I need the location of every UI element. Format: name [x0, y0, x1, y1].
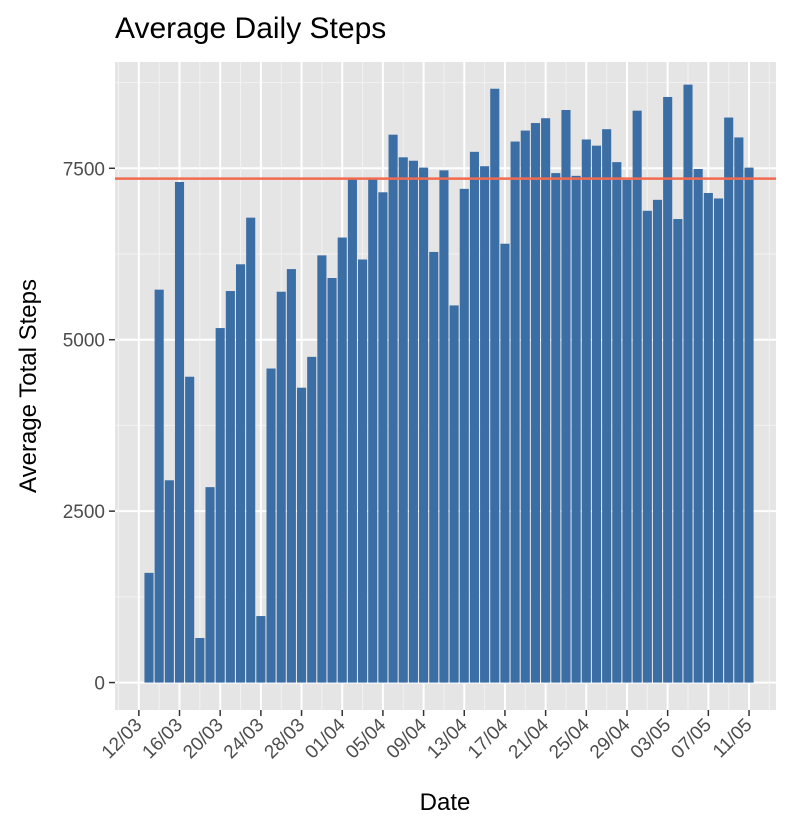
- bar: [724, 117, 734, 683]
- x-axis: 12/0316/0320/0324/0328/0301/0405/0409/04…: [98, 710, 757, 763]
- y-tick-label: 5000: [63, 331, 105, 352]
- x-tick-label: 12/03: [98, 715, 146, 763]
- x-tick-label: 09/04: [383, 714, 432, 763]
- bar: [215, 328, 225, 683]
- bar: [734, 137, 744, 683]
- bar: [358, 259, 368, 683]
- bar: [408, 160, 418, 683]
- bar: [500, 243, 510, 683]
- bar: [368, 178, 378, 683]
- bar: [276, 291, 286, 683]
- bar: [622, 179, 632, 683]
- bar: [632, 110, 642, 683]
- bar: [419, 167, 429, 683]
- x-tick-label: 01/04: [301, 714, 350, 763]
- bar: [642, 210, 652, 683]
- x-tick-label: 17/04: [464, 714, 513, 763]
- bar: [164, 480, 174, 683]
- bar: [195, 638, 205, 683]
- bar: [144, 572, 154, 683]
- bar: [713, 198, 724, 683]
- x-tick-label: 13/04: [423, 714, 472, 763]
- bar: [327, 278, 337, 683]
- bar: [256, 616, 266, 683]
- y-tick-label: 2500: [63, 502, 105, 523]
- bar: [449, 305, 459, 683]
- x-axis-title: Date: [420, 789, 471, 816]
- bar: [398, 157, 408, 683]
- bar: [571, 175, 581, 683]
- bar: [378, 192, 388, 683]
- bar: [297, 387, 307, 683]
- bar: [174, 182, 185, 683]
- bar: [663, 96, 673, 683]
- x-tick-label: 20/03: [179, 715, 227, 763]
- bar: [652, 199, 663, 683]
- x-tick-label: 05/04: [342, 714, 391, 763]
- bar: [337, 237, 347, 683]
- bar: [246, 217, 256, 683]
- bar: [581, 139, 591, 683]
- bar: [530, 123, 541, 683]
- bar: [185, 376, 195, 683]
- bar: [286, 269, 296, 683]
- x-tick-label: 16/03: [139, 715, 187, 763]
- chart-title: Average Daily Steps: [115, 12, 386, 45]
- bar: [683, 84, 693, 683]
- x-tick-label: 24/03: [220, 715, 268, 763]
- x-tick-label: 21/04: [505, 714, 554, 763]
- bar: [154, 289, 164, 683]
- y-axis-title: Average Total Steps: [15, 279, 42, 493]
- bar: [205, 487, 215, 683]
- bar: [439, 170, 449, 683]
- bar: [235, 264, 246, 683]
- bar: [673, 219, 683, 683]
- x-tick-label: 07/05: [667, 715, 715, 763]
- bar: [469, 151, 479, 683]
- bar: [693, 168, 703, 683]
- bar: [541, 118, 551, 683]
- bar: [561, 110, 571, 683]
- bar: [347, 178, 357, 683]
- bar: [429, 251, 439, 683]
- bar: [744, 167, 754, 683]
- bar: [602, 129, 612, 683]
- bar: [703, 192, 713, 683]
- bar: [266, 368, 276, 683]
- bars: [144, 84, 754, 683]
- bar: [225, 291, 235, 683]
- y-tick-label: 7500: [63, 159, 105, 180]
- bar: [510, 141, 520, 683]
- x-tick-label: 25/04: [545, 714, 594, 763]
- bar: [317, 255, 327, 683]
- y-tick-label: 0: [94, 674, 105, 695]
- bar: [612, 162, 622, 683]
- bar: [480, 166, 490, 683]
- y-axis: 0 2500 5000 7500: [63, 159, 115, 695]
- bar: [490, 88, 500, 683]
- bar: [388, 134, 398, 683]
- bar: [307, 356, 317, 683]
- bar: [591, 145, 602, 683]
- x-tick-label: 29/04: [586, 714, 635, 763]
- bar: [551, 173, 561, 683]
- bar: [520, 130, 530, 683]
- x-tick-label: 28/03: [261, 715, 309, 763]
- x-tick-label: 03/05: [627, 715, 675, 763]
- bar: [459, 188, 469, 683]
- x-tick-label: 11/05: [709, 715, 756, 762]
